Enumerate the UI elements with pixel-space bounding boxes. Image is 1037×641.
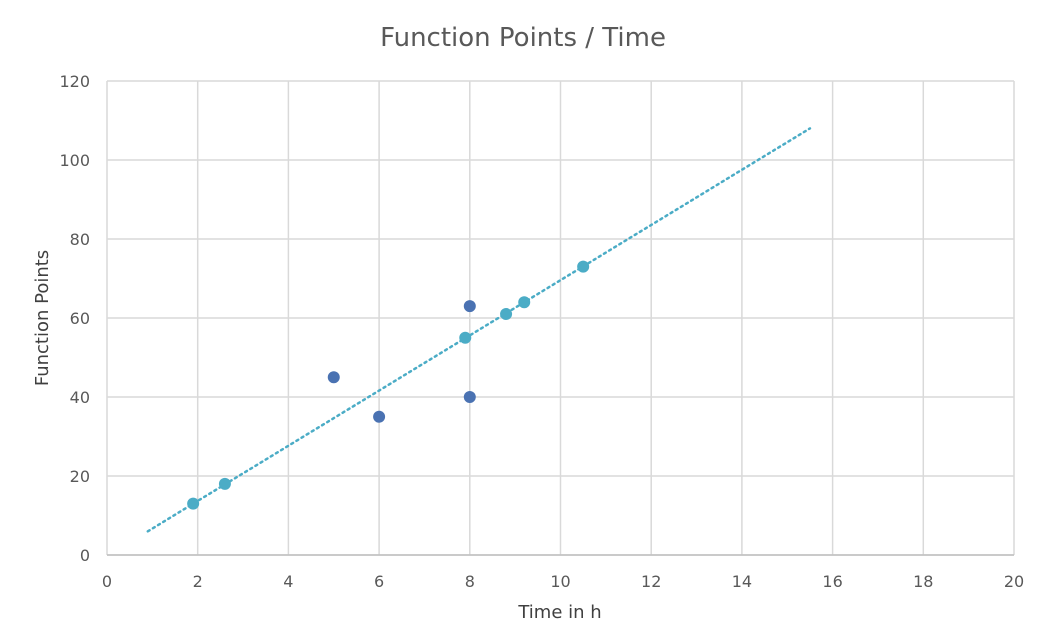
series-2-point bbox=[187, 497, 200, 510]
x-tick-label: 4 bbox=[283, 572, 293, 591]
x-tick-label: 20 bbox=[1004, 572, 1024, 591]
series-2-point bbox=[518, 296, 531, 309]
series-1-point bbox=[463, 300, 476, 313]
series-2-point bbox=[577, 260, 590, 273]
trendline bbox=[146, 127, 812, 533]
data-points bbox=[187, 260, 590, 510]
x-tick-label: 10 bbox=[550, 572, 570, 591]
trendline-layer bbox=[146, 127, 812, 533]
x-tick-label: 18 bbox=[913, 572, 933, 591]
x-tick-label: 2 bbox=[193, 572, 203, 591]
series-1-point bbox=[373, 410, 386, 423]
x-axis-title: Time in h bbox=[517, 602, 601, 623]
chart-title: Function Points / Time bbox=[380, 23, 666, 53]
series-1-point bbox=[327, 371, 340, 384]
y-tick-label: 120 bbox=[59, 72, 90, 91]
y-tick-label: 60 bbox=[70, 309, 90, 328]
x-tick-label: 6 bbox=[374, 572, 384, 591]
y-tick-label: 40 bbox=[70, 388, 90, 407]
y-tick-label: 20 bbox=[70, 467, 90, 486]
x-tick-label: 0 bbox=[102, 572, 112, 591]
x-tick-label: 12 bbox=[641, 572, 661, 591]
series-2-point bbox=[500, 308, 513, 321]
y-axis-title: Function Points bbox=[32, 250, 53, 386]
series-1-point bbox=[463, 391, 476, 403]
x-tick-label: 8 bbox=[465, 572, 475, 591]
series-2-point bbox=[218, 477, 231, 490]
series-2-point bbox=[459, 331, 472, 344]
x-tick-label: 16 bbox=[822, 572, 842, 591]
tick-labels: 0 2 4 6 8 10 12 14 16 18 20 0 20 40 60 80 100 120 bbox=[59, 72, 1024, 591]
y-tick-label: 100 bbox=[59, 151, 90, 170]
y-tick-label: 0 bbox=[80, 546, 90, 565]
y-tick-label: 80 bbox=[70, 230, 90, 249]
x-tick-label: 14 bbox=[732, 572, 752, 591]
